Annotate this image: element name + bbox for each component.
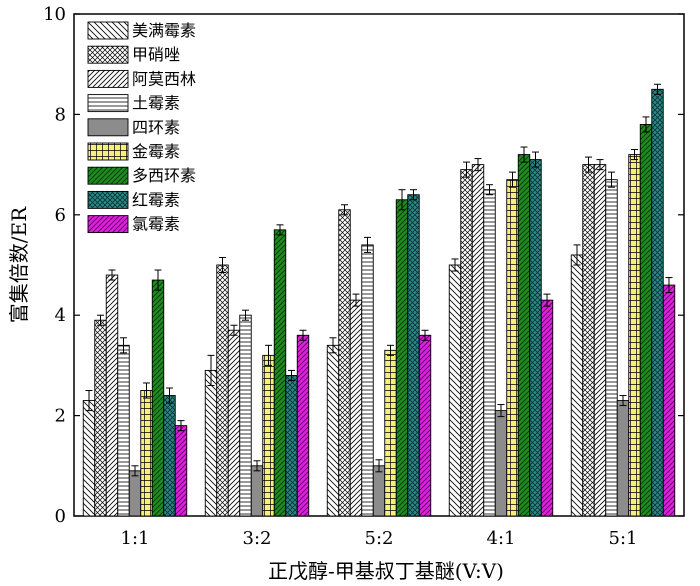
legend-label: 阿莫西林 xyxy=(132,69,196,88)
bar xyxy=(460,169,473,517)
legend-label: 土霉素 xyxy=(132,94,180,113)
bar xyxy=(140,390,153,517)
legend-label: 多西环素 xyxy=(132,166,196,185)
x-tick-label: 1:1 xyxy=(121,528,150,549)
bar xyxy=(616,400,630,517)
bar xyxy=(639,123,653,517)
bar xyxy=(517,154,531,517)
bar xyxy=(483,189,496,517)
bar xyxy=(349,299,363,517)
x-tick-label: 5:2 xyxy=(365,528,394,549)
bar xyxy=(82,400,96,517)
bar xyxy=(128,470,142,517)
legend-swatch xyxy=(87,94,129,113)
legend-swatch xyxy=(87,142,129,161)
bar xyxy=(418,334,432,517)
bar xyxy=(361,244,374,517)
bar xyxy=(407,194,420,517)
legend-label: 四环素 xyxy=(132,118,180,137)
x-tick-label: 5:1 xyxy=(609,528,638,549)
bar xyxy=(593,164,607,517)
y-axis: 0 2 4 6 8 10 xyxy=(43,4,684,527)
bar xyxy=(529,159,542,517)
bar xyxy=(174,425,188,517)
bar xyxy=(372,465,386,517)
bar xyxy=(216,264,229,517)
bar xyxy=(117,344,130,517)
bars xyxy=(82,83,676,517)
bar xyxy=(506,179,519,517)
legend-swatch xyxy=(87,215,129,234)
legend-label: 红霉素 xyxy=(132,190,180,209)
y-tick-label: 10 xyxy=(43,4,66,25)
legend-label: 金霉素 xyxy=(132,142,180,161)
bar xyxy=(227,329,241,517)
y-tick-label: 2 xyxy=(55,406,66,427)
bar xyxy=(384,349,397,517)
legend-swatch xyxy=(87,190,129,209)
bar xyxy=(570,254,584,517)
bar xyxy=(296,334,310,517)
bar xyxy=(540,299,554,517)
bar xyxy=(338,209,351,517)
y-axis-title: 富集倍数/ER xyxy=(7,206,31,323)
bar xyxy=(471,164,485,517)
y-tick-label: 4 xyxy=(55,305,66,326)
bar xyxy=(163,395,176,517)
legend-swatch xyxy=(87,118,129,137)
bar xyxy=(326,344,340,517)
bar xyxy=(94,319,107,517)
bar xyxy=(250,465,264,517)
bar xyxy=(105,274,119,517)
bar xyxy=(285,374,298,517)
bar xyxy=(651,88,664,517)
bar xyxy=(582,164,595,517)
legend-swatch xyxy=(87,69,129,88)
legend-swatch xyxy=(87,45,129,64)
y-tick-label: 8 xyxy=(55,104,66,125)
bar xyxy=(448,264,462,517)
y-tick-label: 0 xyxy=(55,506,66,527)
bar xyxy=(262,354,275,517)
bar xyxy=(494,410,508,517)
y-tick-label: 6 xyxy=(55,205,66,226)
bar xyxy=(239,314,252,517)
x-tick-label: 3:2 xyxy=(243,528,272,549)
legend-label: 甲硝唑 xyxy=(132,45,180,64)
bar xyxy=(395,199,409,517)
bar xyxy=(151,279,165,517)
bar xyxy=(628,154,641,517)
bar xyxy=(204,369,218,517)
legend-swatch xyxy=(87,21,129,40)
bar xyxy=(662,284,676,517)
legend-label: 氯霉素 xyxy=(132,215,180,234)
x-axis-title: 正戊醇-甲基叔丁基醚(V:V) xyxy=(268,559,504,583)
x-tick-label: 4:1 xyxy=(487,528,516,549)
bar xyxy=(273,229,287,517)
legend-label: 美满霉素 xyxy=(132,21,196,40)
bar xyxy=(605,179,618,517)
legend-swatch xyxy=(87,166,129,185)
